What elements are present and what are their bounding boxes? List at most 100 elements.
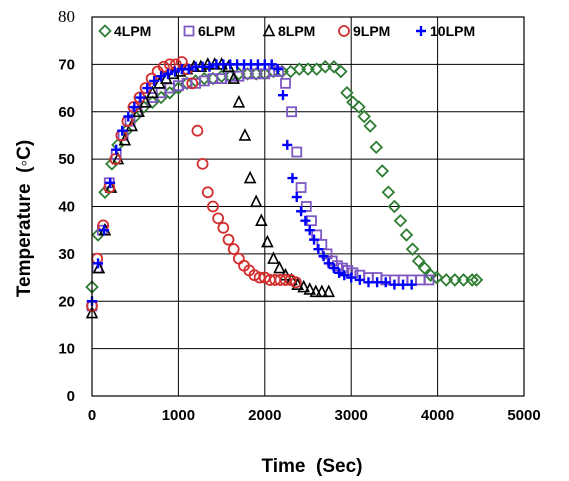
data-point [261, 234, 274, 248]
data-point [201, 186, 214, 199]
data-point [169, 66, 180, 77]
data-point [117, 125, 128, 136]
x-axis-title: Time (Sec) [261, 456, 362, 477]
data-point [414, 274, 426, 286]
data-point [328, 263, 339, 274]
data-point [196, 157, 209, 170]
data-point [346, 272, 357, 283]
data-point [212, 212, 225, 225]
y-tick-label: 70 [58, 56, 75, 73]
data-point [286, 106, 297, 118]
data-point [398, 279, 409, 290]
data-point [273, 260, 286, 274]
legend-marker [98, 24, 112, 38]
data-point [389, 279, 400, 290]
x-tick-label: 1000 [162, 407, 195, 424]
data-point [217, 221, 230, 234]
data-point [238, 128, 252, 141]
data-point [123, 111, 134, 122]
data-point [267, 251, 280, 264]
data-point [304, 225, 315, 236]
data-point [111, 144, 122, 155]
data-series [85, 56, 484, 319]
legend-label: 4LPM [114, 23, 151, 39]
data-point [249, 194, 263, 208]
legend-item-8LPM: 8LPM [262, 23, 315, 39]
series-9LPM [86, 56, 302, 312]
data-point [163, 68, 174, 79]
data-point [300, 215, 311, 226]
data-point [334, 64, 348, 79]
data-point [93, 258, 104, 269]
legend-label: 9LPM [353, 23, 390, 39]
data-point [346, 95, 360, 110]
data-point [156, 71, 167, 82]
series-10LPM [87, 59, 417, 307]
legend-label: 8LPM [278, 23, 315, 39]
data-point [318, 59, 333, 74]
data-point [204, 61, 215, 72]
data-point [439, 273, 454, 287]
data-point [272, 64, 283, 75]
data-point [227, 71, 240, 84]
data-point [98, 185, 112, 200]
data-point [296, 206, 307, 217]
data-point [145, 72, 158, 85]
legend-item-6LPM: 6LPM [183, 23, 235, 39]
data-point [380, 277, 391, 288]
data-point [129, 102, 140, 113]
data-point [290, 276, 302, 289]
data-point [363, 277, 374, 288]
data-point [243, 170, 257, 184]
data-point [375, 164, 390, 178]
data-point [135, 92, 146, 103]
data-point [406, 279, 417, 290]
data-point [465, 273, 479, 287]
data-point [191, 124, 204, 137]
data-point [309, 234, 320, 245]
x-tick-label: 4000 [421, 407, 454, 424]
legend-label: 10LPM [430, 23, 475, 39]
data-point [352, 100, 366, 114]
data-point [295, 182, 307, 193]
data-point [369, 140, 384, 155]
data-point [282, 139, 293, 150]
data-point [399, 228, 414, 242]
data-point [339, 270, 350, 281]
data-point [163, 58, 176, 71]
data-point [291, 192, 302, 203]
x-tick-label: 2000 [248, 407, 281, 424]
y-tick-label: 0 [67, 388, 75, 405]
data-point [405, 242, 420, 256]
data-point [105, 157, 119, 171]
data-point [417, 261, 432, 275]
y-tick-label: 10 [58, 341, 75, 358]
y-tick-label: 50 [58, 151, 75, 168]
data-point [340, 86, 354, 100]
data-point [411, 254, 426, 268]
data-point [297, 279, 310, 293]
data-point [318, 251, 329, 262]
legend-item-4LPM: 4LPM [98, 23, 151, 39]
legend-label: 6LPM [198, 23, 235, 39]
y-tick-label: 20 [58, 293, 75, 310]
data-point [222, 233, 235, 246]
data-point [448, 273, 462, 287]
y-tick-label: 30 [58, 246, 75, 263]
data-point [309, 284, 323, 298]
data-point [423, 274, 435, 286]
data-point [322, 284, 336, 298]
data-point [303, 282, 317, 295]
data-point [92, 260, 106, 274]
data-point [99, 225, 110, 236]
legend-item-10LPM: 10LPM [416, 23, 475, 39]
data-point [357, 109, 371, 124]
data-point [456, 273, 471, 287]
data-point [381, 185, 396, 200]
legend-marker [183, 25, 195, 37]
data-point [91, 228, 105, 242]
legend: 4LPM 6LPM 8LPM 9LPM 10LPM [98, 23, 475, 39]
data-point [372, 277, 383, 288]
data-point [227, 243, 240, 256]
